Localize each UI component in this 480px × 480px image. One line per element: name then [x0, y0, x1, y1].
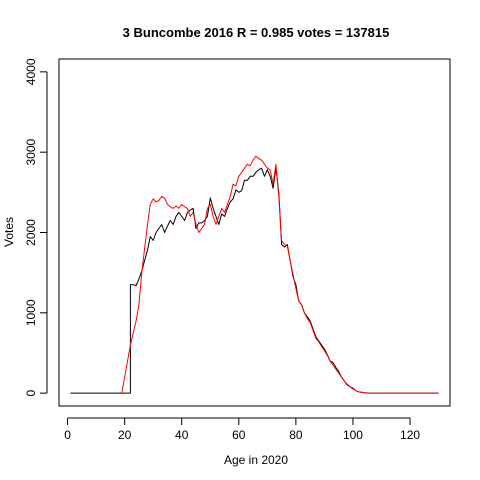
y-axis: 0 1000 2000 3000 4000 — [24, 58, 48, 396]
plot-frame — [58, 58, 451, 407]
x-tick-label: 0 — [64, 428, 71, 442]
y-tick-label: 0 — [24, 389, 38, 396]
y-tick-label: 1000 — [24, 299, 38, 326]
x-tick-label: 100 — [343, 428, 363, 442]
y-axis-label: Votes — [2, 217, 16, 247]
x-tick-label: 80 — [289, 428, 303, 442]
series-layer — [70, 155, 439, 394]
y-tick-label: 3000 — [24, 139, 38, 166]
x-tick-label: 40 — [175, 428, 189, 442]
x-tick-label: 20 — [118, 428, 132, 442]
x-axis: 0 20 40 60 80 100 120 — [64, 417, 420, 442]
chart-title: 3 Buncombe 2016 R = 0.985 votes = 137815 — [123, 25, 390, 40]
series-black-line — [70, 167, 439, 394]
x-tick-label: 120 — [400, 428, 420, 442]
x-axis-label: Age in 2020 — [224, 453, 288, 467]
y-tick-label: 2000 — [24, 219, 38, 246]
x-tick-label: 60 — [232, 428, 246, 442]
series-red-line — [121, 155, 439, 394]
y-tick-label: 4000 — [24, 58, 38, 85]
